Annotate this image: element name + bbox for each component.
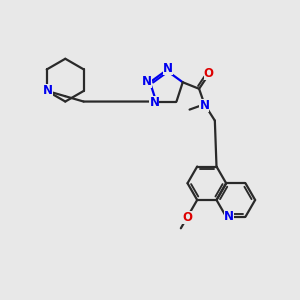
- Text: O: O: [182, 211, 192, 224]
- Text: N: N: [200, 99, 209, 112]
- Text: O: O: [204, 67, 214, 80]
- Text: N: N: [163, 62, 173, 75]
- Text: N: N: [142, 75, 152, 88]
- Text: N: N: [224, 210, 233, 223]
- Text: N: N: [43, 84, 53, 98]
- Text: N: N: [149, 96, 159, 109]
